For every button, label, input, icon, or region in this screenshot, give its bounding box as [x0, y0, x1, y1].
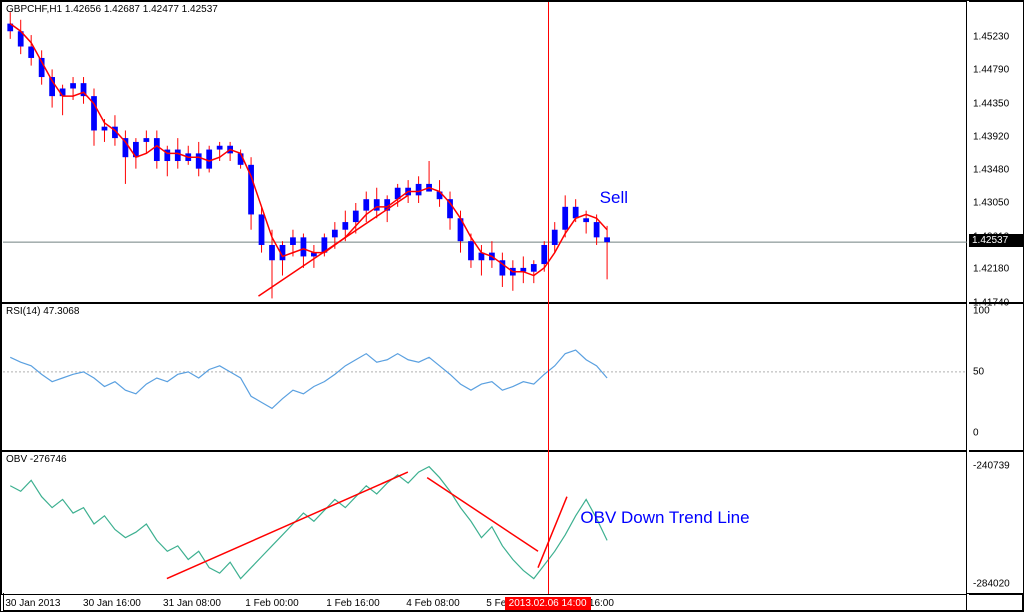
price-ytick: 1.44790 [973, 65, 1009, 76]
rsi-panel: RSI(14) 47.3068 100 50 0 [1, 303, 1023, 451]
price-ytick: 1.43050 [973, 198, 1009, 209]
current-price-marker: 1.42537 [969, 234, 1023, 247]
obv-title: OBV -276746 [6, 454, 67, 465]
x-tick: 1 Feb 00:00 [245, 598, 298, 609]
price-panel: GBPCHF,H1 1.42656 1.42687 1.42477 1.4253… [1, 1, 1023, 303]
time-marker: 2013.02.06 14:00 [505, 597, 591, 610]
price-ytick: 1.44350 [973, 98, 1009, 109]
rsi-title: RSI(14) 47.3068 [6, 306, 79, 317]
price-ytick: 1.42180 [973, 264, 1009, 275]
obv-annotation: OBV Down Trend Line [580, 508, 749, 528]
x-tick: 30 Jan 2013 [5, 598, 60, 609]
rsi-ytick: 0 [973, 427, 979, 438]
x-tick: 4 Feb 08:00 [406, 598, 459, 609]
rsi-ytick: 50 [973, 366, 984, 377]
x-axis: 30 Jan 2013 30 Jan 16:00 31 Jan 08:00 1 Feb… [3, 593, 967, 611]
price-ytick: 1.43920 [973, 131, 1009, 142]
x-tick: 30 Jan 16:00 [83, 598, 141, 609]
sell-annotation: Sell [600, 188, 628, 208]
x-tick: 1 Feb 16:00 [326, 598, 379, 609]
obv-panel: OBV -276746 OBV Down Trend Line -240739 -28… [1, 451, 1023, 595]
obv-ytick: -240739 [973, 460, 1010, 471]
price-title: GBPCHF,H1 1.42656 1.42687 1.42477 1.4253… [6, 4, 218, 15]
x-tick: 31 Jan 08:00 [163, 598, 221, 609]
vertical-crosshair [548, 2, 549, 594]
price-ytick: 1.43480 [973, 165, 1009, 176]
obv-ytick: -284020 [973, 579, 1010, 590]
price-ytick: 1.45230 [973, 31, 1009, 42]
rsi-ytick: 100 [973, 306, 990, 317]
